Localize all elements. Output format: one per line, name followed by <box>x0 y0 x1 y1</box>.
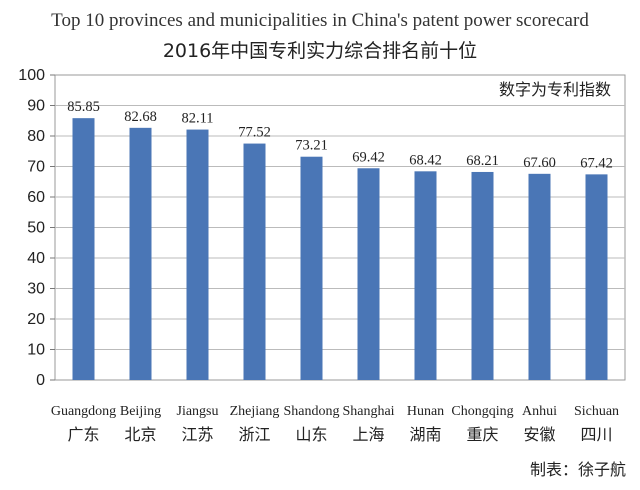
chart-credit: 制表：徐子航 <box>529 460 626 479</box>
x-tick-label-english: Sichuan <box>574 404 619 419</box>
data-label: 67.60 <box>523 155 556 171</box>
chart-title-english: Top 10 provinces and municipalities in C… <box>51 10 589 31</box>
x-tick-label-chinese: 安徽 <box>523 425 555 444</box>
bar <box>528 173 551 380</box>
x-tick-label-chinese: 重庆 <box>466 425 498 444</box>
y-tick-label: 40 <box>27 250 45 267</box>
x-tick-label-chinese: 浙江 <box>238 425 270 444</box>
y-tick-label: 80 <box>27 128 45 145</box>
bar <box>72 118 95 380</box>
x-tick-label-english: Hunan <box>407 404 444 419</box>
y-tick-label: 50 <box>27 220 45 237</box>
x-tick-label-english: Anhui <box>522 404 557 419</box>
data-label: 77.52 <box>238 125 271 141</box>
data-label: 82.68 <box>124 109 157 125</box>
bar <box>414 171 437 380</box>
data-label: 69.42 <box>352 149 385 165</box>
y-tick-label: 0 <box>36 372 45 389</box>
bar <box>300 156 323 380</box>
data-label: 68.21 <box>466 153 499 169</box>
x-tick-label-english: Shanghai <box>342 404 394 419</box>
bar <box>471 171 494 380</box>
chart-title-chinese: 2016年中国专利实力综合排名前十位 <box>162 40 478 62</box>
data-label: 73.21 <box>295 138 328 154</box>
data-label: 85.85 <box>67 99 100 115</box>
y-tick-label: 60 <box>27 189 45 206</box>
data-label: 67.42 <box>580 155 613 171</box>
x-tick-label-chinese: 上海 <box>352 425 384 444</box>
x-tick-label-english: Jiangsu <box>177 404 219 419</box>
x-tick-label-english: Chongqing <box>451 404 513 419</box>
x-tick-label-chinese: 江苏 <box>181 425 213 444</box>
x-tick-label-english: Beijing <box>120 404 161 419</box>
y-tick-label: 100 <box>18 67 45 84</box>
x-tick-label-english: Guangdong <box>51 404 116 419</box>
chart-annotation: 数字为专利指数 <box>499 80 611 99</box>
x-tick-label-chinese: 广东 <box>67 425 99 444</box>
bar <box>357 168 380 380</box>
x-tick-label-chinese: 北京 <box>124 425 156 444</box>
bar <box>585 174 608 380</box>
bar <box>243 143 266 380</box>
x-tick-label-chinese: 四川 <box>580 425 612 444</box>
x-tick-label-english: Zhejiang <box>230 404 280 419</box>
x-tick-label-chinese: 湖南 <box>409 425 441 444</box>
data-label: 82.11 <box>181 111 213 127</box>
y-tick-label: 90 <box>27 98 45 115</box>
x-tick-label-chinese: 山东 <box>295 425 327 444</box>
data-label: 68.42 <box>409 152 442 168</box>
y-tick-label: 20 <box>27 311 45 328</box>
y-tick-label: 30 <box>27 281 45 298</box>
x-tick-label-english: Shandong <box>284 404 340 419</box>
y-tick-label: 10 <box>27 342 45 359</box>
bar <box>129 127 152 381</box>
y-tick-label: 70 <box>27 159 45 176</box>
bar <box>186 129 209 380</box>
